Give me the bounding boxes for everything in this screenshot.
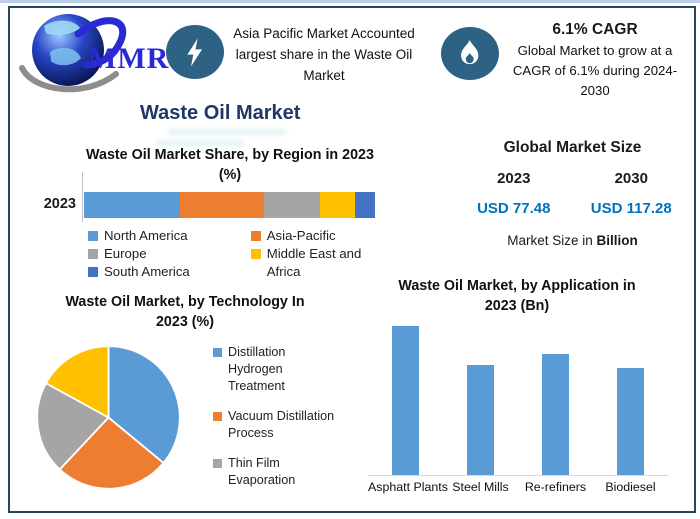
technology-pie-svg xyxy=(36,345,181,490)
market-size-year-2023: 2023 xyxy=(497,170,531,187)
application-label-re-refiners: Re-refiners xyxy=(524,480,587,494)
market-size-note: Market Size in Billion xyxy=(455,233,690,248)
bar-segment-middle-east-and-africa xyxy=(319,192,355,218)
legend-label: Distillation Hydrogen Treatment xyxy=(228,345,286,393)
globe-icon xyxy=(19,14,127,93)
pie-slice-vacuum-distillation-process xyxy=(58,416,165,490)
legend-swatch xyxy=(250,231,261,241)
legend-item-vacuum-distillation-process: Vacuum Distillation Process xyxy=(213,408,335,442)
application-label-steel-mills: Steel Mills xyxy=(452,480,509,494)
market-size-years: 2023 2030 xyxy=(455,170,690,187)
region-chart-year-label: 2023 xyxy=(43,196,76,212)
pie-slice-distillation-hydrogen-treatment xyxy=(107,345,181,465)
bar-segment-europe xyxy=(264,192,320,218)
frame-border xyxy=(8,6,696,513)
legend-item-middle-east-and-africa: Middle East and Africa xyxy=(250,245,388,281)
logo-wordmark: MMR xyxy=(88,42,170,75)
market-size-title: Global Market Size xyxy=(503,139,642,156)
legend-item-thin-film-evaporation: Thin Film Evaporation xyxy=(213,455,335,489)
legend-swatch xyxy=(88,267,98,277)
legend-item-europe: Europe xyxy=(88,245,251,263)
legend-swatch xyxy=(250,249,261,259)
market-size-value-2023: USD 77.48 xyxy=(477,200,551,217)
application-chart-title: Waste Oil Market, by Application in 2023… xyxy=(398,278,636,315)
region-legend-column-1: North America Europe South America xyxy=(88,227,251,281)
legend-label: Europe xyxy=(104,246,147,261)
region-chart-title: Waste Oil Market Share, by Region in 202… xyxy=(86,147,374,184)
bar-segment-south-america xyxy=(354,192,375,218)
region-legend-column-2: Asia-Pacific Middle East and Africa xyxy=(250,227,388,281)
application-bars xyxy=(368,326,668,476)
legend-label: Asia-Pacific xyxy=(266,228,336,243)
application-bar-biodiesel xyxy=(617,368,644,475)
legend-swatch xyxy=(88,249,98,259)
application-column-biodiesel xyxy=(593,326,668,475)
legend-label: Middle East and Africa xyxy=(266,246,362,279)
market-size-note-prefix: Market Size in xyxy=(507,233,597,248)
highlight-badge-1 xyxy=(166,25,224,79)
legend-swatch xyxy=(213,348,222,357)
region-stacked-bar xyxy=(84,192,375,218)
application-column-steel-mills xyxy=(443,326,518,475)
application-label-biodiesel: Biodiesel xyxy=(605,480,656,494)
highlight-text-asia-pacific: Asia Pacific Market Accounted largest sh… xyxy=(233,26,415,83)
legend-label: North America xyxy=(104,228,188,243)
pie-slice-thin-film-evaporation xyxy=(36,381,110,471)
legend-label: Thin Film Evaporation xyxy=(228,456,296,487)
mmr-logo: MMR xyxy=(16,8,176,96)
bar-segment-asia-pacific xyxy=(180,192,265,218)
top-accent-strip xyxy=(0,0,700,3)
application-column-re-refiners xyxy=(518,326,593,475)
lightning-bolt-icon xyxy=(187,38,203,66)
flame-icon xyxy=(461,40,479,65)
region-legend: North America Europe South America Asia-Pa… xyxy=(88,227,388,281)
market-size-year-2030: 2030 xyxy=(614,170,648,187)
cagr-heading: 6.1% CAGR xyxy=(552,21,638,38)
market-size-value-2030: USD 117.28 xyxy=(590,200,672,217)
application-bar-re-refiners xyxy=(542,354,569,475)
legend-item-asia-pacific: Asia-Pacific xyxy=(250,227,388,245)
technology-chart-title: Waste Oil Market, by Technology In 2023 … xyxy=(65,294,305,331)
page-title: Waste Oil Market xyxy=(140,102,301,124)
market-size-note-unit: Billion xyxy=(596,233,638,248)
watermark-artifact xyxy=(168,129,286,135)
application-column-asphatt-plants xyxy=(368,326,443,475)
cagr-text: Global Market to grow at a CAGR of 6.1% … xyxy=(512,43,678,98)
legend-item-north-america: North America xyxy=(88,227,251,245)
legend-label: Vacuum Distillation Process xyxy=(228,409,335,440)
legend-item-south-america: South America xyxy=(88,263,251,281)
bar-segment-north-america xyxy=(84,192,181,218)
region-chart-axis-line xyxy=(82,172,83,222)
legend-swatch xyxy=(213,412,222,421)
legend-item-distillation-hydrogen-treatment: Distillation Hydrogen Treatment xyxy=(213,344,335,395)
technology-legend: Distillation Hydrogen Treatment Vacuum Di… xyxy=(213,344,335,489)
cagr-block: 6.1% CAGR Global Market to grow at a CAG… xyxy=(505,21,685,100)
application-label-asphatt-plants: Asphatt Plants xyxy=(368,480,448,494)
pie-slice-unlabeled xyxy=(44,345,110,420)
application-bar-steel-mills xyxy=(467,365,494,475)
legend-swatch xyxy=(213,459,222,468)
watermark-artifact xyxy=(156,140,244,146)
application-bar-asphatt-plants xyxy=(392,326,419,475)
legend-label: South America xyxy=(104,264,190,279)
legend-swatch xyxy=(88,231,98,241)
market-size-values: USD 77.48 USD 117.28 xyxy=(455,200,690,217)
application-labels: Asphatt Plants Steel Mills Re-refiners Biod… xyxy=(368,480,668,494)
highlight-badge-2 xyxy=(441,27,499,80)
